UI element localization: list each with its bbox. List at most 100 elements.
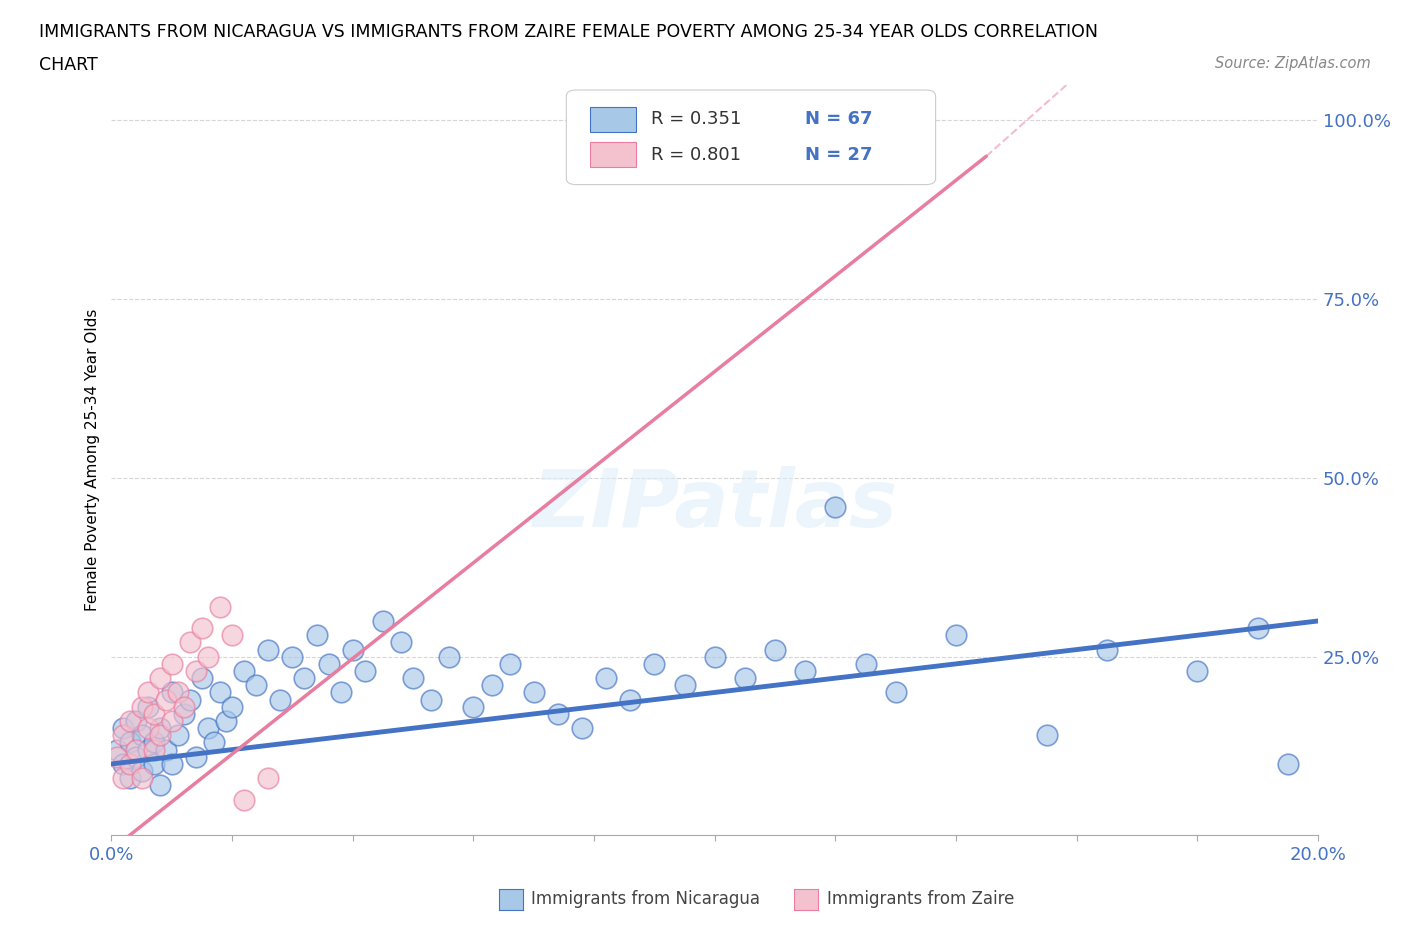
Point [734,671,756,685]
Point [136,699,159,714]
Point [131,728,153,743]
Point [523,685,546,700]
Point [155,692,177,707]
Point [191,620,214,635]
Point [763,642,786,657]
Point [221,628,243,643]
Point [1035,728,1057,743]
Point [547,707,569,722]
Point [118,771,141,786]
Point [884,685,907,700]
Point [824,499,846,514]
Point [136,685,159,700]
Text: CHART: CHART [39,56,98,73]
Point [142,756,165,771]
Point [595,671,617,685]
Point [673,678,696,693]
Point [215,713,238,728]
Text: N = 67: N = 67 [806,111,873,128]
Point [571,721,593,736]
Point [389,635,412,650]
Point [131,771,153,786]
Point [402,671,425,685]
Text: N = 27: N = 27 [806,146,873,164]
Point [149,671,172,685]
Point [160,713,183,728]
Point [481,678,503,693]
Point [136,742,159,757]
Text: IMMIGRANTS FROM NICARAGUA VS IMMIGRANTS FROM ZAIRE FEMALE POVERTY AMONG 25-34 YE: IMMIGRANTS FROM NICARAGUA VS IMMIGRANTS … [39,23,1098,41]
Point [329,685,352,700]
Point [149,721,172,736]
Point [353,664,375,679]
Point [166,728,188,743]
Point [619,692,641,707]
Point [160,756,183,771]
Point [107,742,129,757]
Point [281,649,304,664]
Point [160,685,183,700]
Point [142,735,165,750]
Point [703,649,725,664]
Text: ZIPatlas: ZIPatlas [533,466,897,544]
Point [233,792,256,807]
Point [179,692,201,707]
Point [124,742,146,757]
Point [305,628,328,643]
Point [945,628,967,643]
Point [118,735,141,750]
Text: Immigrants from Nicaragua: Immigrants from Nicaragua [531,890,761,909]
Point [208,685,231,700]
Y-axis label: Female Poverty Among 25-34 Year Olds: Female Poverty Among 25-34 Year Olds [86,309,100,611]
Point [208,599,231,614]
Point [118,713,141,728]
Point [463,699,485,714]
Point [112,771,135,786]
FancyBboxPatch shape [591,107,637,132]
Point [1247,620,1270,635]
Point [245,678,267,693]
Point [118,756,141,771]
Point [855,657,877,671]
Point [149,728,172,743]
Point [160,657,183,671]
Point [136,721,159,736]
Text: R = 0.801: R = 0.801 [651,146,741,164]
Point [439,649,461,664]
Text: R = 0.351: R = 0.351 [651,111,741,128]
Point [202,735,225,750]
FancyBboxPatch shape [567,90,935,184]
Point [166,685,188,700]
Point [184,664,207,679]
Point [342,642,364,657]
Point [197,721,219,736]
Point [124,750,146,764]
Point [142,742,165,757]
Point [142,707,165,722]
Point [173,707,195,722]
FancyBboxPatch shape [591,141,637,167]
Point [1277,756,1299,771]
Point [112,721,135,736]
Point [257,771,280,786]
Point [179,635,201,650]
Point [197,649,219,664]
Point [124,713,146,728]
Point [191,671,214,685]
Point [233,664,256,679]
Point [149,778,172,793]
Text: Immigrants from Zaire: Immigrants from Zaire [827,890,1014,909]
Text: Source: ZipAtlas.com: Source: ZipAtlas.com [1215,56,1371,71]
Point [112,756,135,771]
Point [184,750,207,764]
Point [269,692,291,707]
Point [112,728,135,743]
Point [257,642,280,657]
Point [107,750,129,764]
Point [155,742,177,757]
Point [318,657,340,671]
Point [173,699,195,714]
Point [498,657,520,671]
Point [643,657,665,671]
Point [294,671,316,685]
